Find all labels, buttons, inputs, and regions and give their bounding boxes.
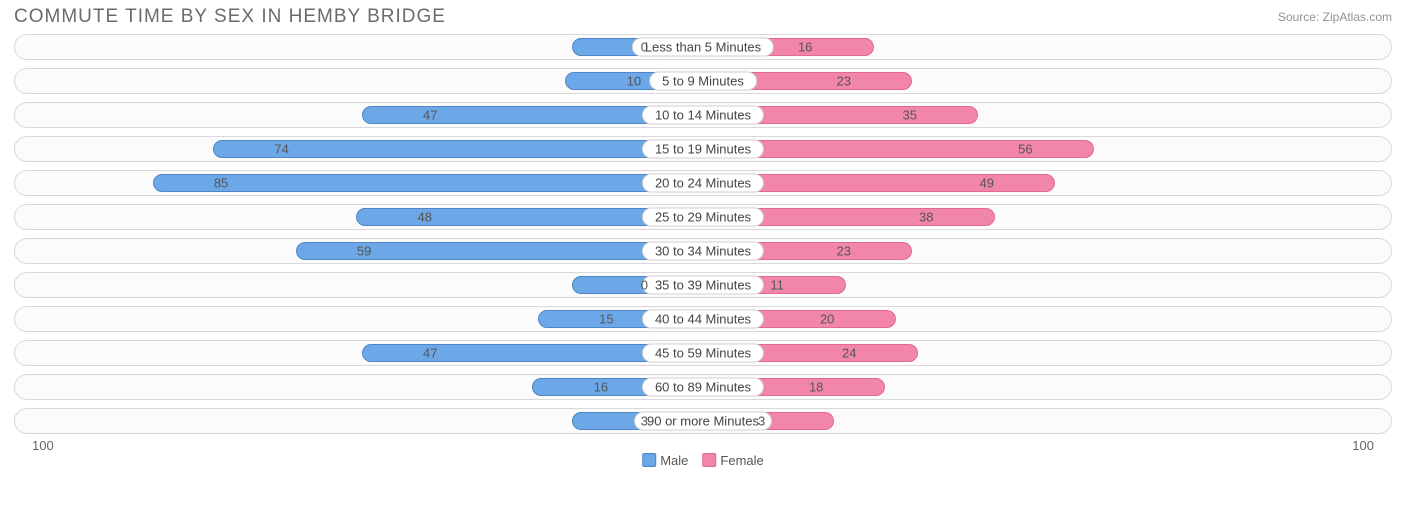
male-value: 15 <box>599 312 613 327</box>
male-value: 3 <box>641 414 648 429</box>
row-label: 40 to 44 Minutes <box>642 310 764 329</box>
chart-row: 85 49 20 to 24 Minutes <box>14 170 1392 196</box>
axis-left: 100 <box>32 438 54 453</box>
row-label: 90 or more Minutes <box>634 412 772 431</box>
legend-male-label: Male <box>660 453 688 468</box>
chart-row: 47 24 45 to 59 Minutes <box>14 340 1392 366</box>
male-value: 59 <box>357 244 371 259</box>
male-value: 47 <box>423 108 437 123</box>
legend: Male Female <box>642 453 764 468</box>
axis-labels: 100 100 <box>14 438 1392 453</box>
chart-title: COMMUTE TIME BY SEX IN HEMBY BRIDGE <box>14 6 446 28</box>
row-label: 35 to 39 Minutes <box>642 276 764 295</box>
footer: 100 100 Male Female <box>0 438 1406 458</box>
female-value: 23 <box>836 74 850 89</box>
male-swatch-icon <box>642 453 656 467</box>
chart-row: 15 20 40 to 44 Minutes <box>14 306 1392 332</box>
female-value: 35 <box>903 108 917 123</box>
female-value: 16 <box>798 40 812 55</box>
legend-female-label: Female <box>720 453 763 468</box>
row-label: 25 to 29 Minutes <box>642 208 764 227</box>
female-value: 49 <box>980 176 994 191</box>
chart-row: 0 16 Less than 5 Minutes <box>14 34 1392 60</box>
chart-row: 59 23 30 to 34 Minutes <box>14 238 1392 264</box>
male-value: 48 <box>417 210 431 225</box>
female-value: 20 <box>820 312 834 327</box>
female-value: 11 <box>770 278 784 293</box>
chart-row: 10 23 5 to 9 Minutes <box>14 68 1392 94</box>
chart-row: 48 38 25 to 29 Minutes <box>14 204 1392 230</box>
row-label: 60 to 89 Minutes <box>642 378 764 397</box>
row-label: 15 to 19 Minutes <box>642 140 764 159</box>
row-label: 5 to 9 Minutes <box>649 72 757 91</box>
male-value: 85 <box>214 176 228 191</box>
legend-male: Male <box>642 453 688 468</box>
female-swatch-icon <box>702 453 716 467</box>
female-value: 38 <box>919 210 933 225</box>
female-value: 24 <box>842 346 856 361</box>
row-label: 30 to 34 Minutes <box>642 242 764 261</box>
chart-row: 47 35 10 to 14 Minutes <box>14 102 1392 128</box>
male-value: 0 <box>641 40 648 55</box>
chart-row: 3 390 or more Minutes <box>14 408 1392 434</box>
row-label: 45 to 59 Minutes <box>642 344 764 363</box>
chart-row: 16 18 60 to 89 Minutes <box>14 374 1392 400</box>
female-value: 18 <box>809 380 823 395</box>
chart-row: 0 11 35 to 39 Minutes <box>14 272 1392 298</box>
header: COMMUTE TIME BY SEX IN HEMBY BRIDGE Sour… <box>0 0 1406 30</box>
male-value: 47 <box>423 346 437 361</box>
row-label: 10 to 14 Minutes <box>642 106 764 125</box>
source-label: Source: ZipAtlas.com <box>1278 10 1392 24</box>
female-value: 3 <box>758 414 765 429</box>
legend-female: Female <box>702 453 763 468</box>
chart-area: 0 16 Less than 5 Minutes 10 23 5 to 9 Minutes… <box>0 30 1406 434</box>
female-value: 56 <box>1018 142 1032 157</box>
male-value: 10 <box>627 74 641 89</box>
row-label: 20 to 24 Minutes <box>642 174 764 193</box>
male-value: 74 <box>274 142 288 157</box>
row-label: Less than 5 Minutes <box>632 38 774 57</box>
female-value: 23 <box>836 244 850 259</box>
male-bar <box>153 174 703 192</box>
axis-right: 100 <box>1352 438 1374 453</box>
chart-row: 74 56 15 to 19 Minutes <box>14 136 1392 162</box>
male-value: 16 <box>594 380 608 395</box>
male-value: 0 <box>641 278 648 293</box>
